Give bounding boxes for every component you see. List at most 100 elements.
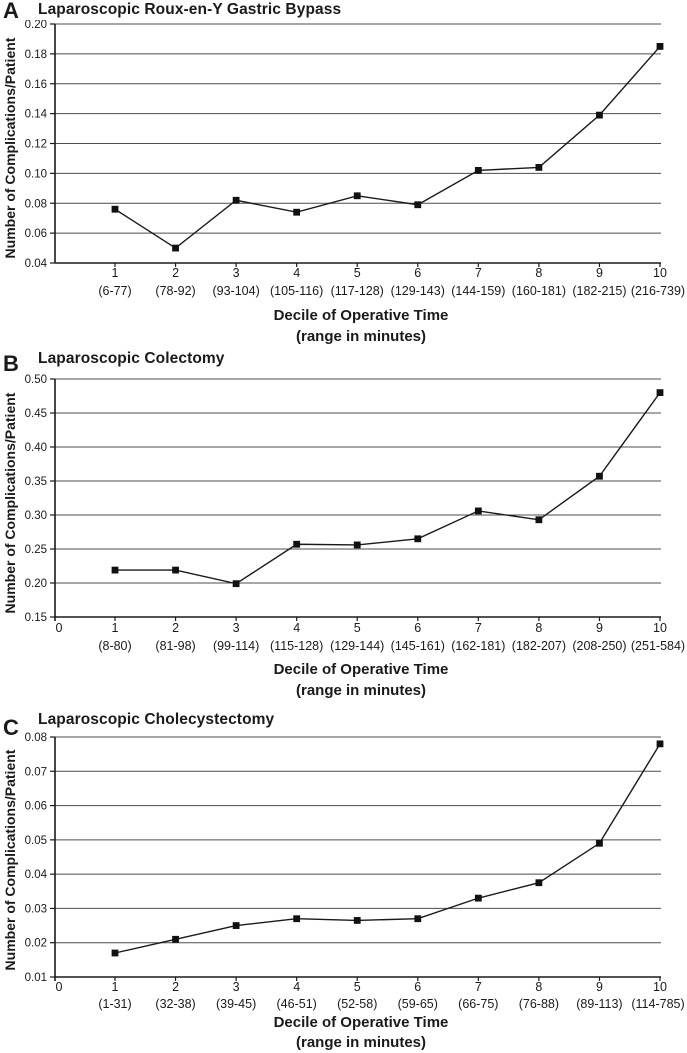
x-origin-label: 0 xyxy=(56,621,63,635)
y-tick-label: 0.08 xyxy=(25,732,47,744)
x-tick-label: 5 xyxy=(354,621,361,635)
x-tick-label: 2 xyxy=(172,980,179,994)
data-point-marker xyxy=(414,535,422,543)
data-point-marker xyxy=(232,580,240,588)
x-tick-label: 8 xyxy=(535,980,542,994)
panel-a: A Laparoscopic Roux-en-Y Gastric Bypass … xyxy=(0,0,687,347)
x-tick-label: 2 xyxy=(172,266,179,280)
x-axis-title-line2: (range in minutes) xyxy=(295,328,426,345)
data-point-marker xyxy=(293,915,301,923)
x-tick-label: 4 xyxy=(293,621,300,635)
x-range-label: (160-181) xyxy=(512,284,566,298)
x-tick-label: 1 xyxy=(112,980,119,994)
data-point-marker xyxy=(353,917,361,924)
data-point-marker xyxy=(353,541,361,549)
data-point-marker xyxy=(111,566,119,574)
data-point-marker xyxy=(232,196,240,204)
x-tick-label: 5 xyxy=(354,980,361,994)
x-axis-title-line1: Decile of Operative Time xyxy=(273,307,449,324)
y-tick-label: 0.35 xyxy=(25,476,47,488)
y-tick-label: 0.01 xyxy=(25,972,47,984)
x-tick-label: 9 xyxy=(596,266,603,280)
panel-letter-b: B xyxy=(3,351,19,376)
y-tick-label: 0.06 xyxy=(25,801,47,813)
x-tick-label: 1 xyxy=(112,266,119,280)
y-tick-label: 0.04 xyxy=(25,869,48,881)
data-point-marker xyxy=(656,389,664,396)
data-point-marker xyxy=(293,540,301,548)
x-range-label: (129-144) xyxy=(330,639,384,653)
x-range-label: (46-51) xyxy=(277,997,317,1011)
x-tick-label: 6 xyxy=(414,621,421,635)
x-axis-title-b: Decile of Operative Time (range in minut… xyxy=(55,659,667,701)
data-point-marker xyxy=(656,740,664,748)
data-point-marker xyxy=(111,949,119,957)
x-range-label: (89-113) xyxy=(576,997,622,1011)
x-range-label: (1-31) xyxy=(98,997,131,1011)
x-axis-title-line1: Decile of Operative Time xyxy=(273,661,449,678)
y-tick-label: 0.06 xyxy=(25,228,47,240)
x-tick-label: 8 xyxy=(535,621,542,635)
x-range-label: (76-88) xyxy=(519,997,559,1011)
y-tick-label: 0.40 xyxy=(25,442,47,454)
data-point-marker xyxy=(474,894,482,902)
chart-title-b: Laparoscopic Colectomy xyxy=(38,350,225,367)
x-tick-label: 10 xyxy=(653,266,667,280)
x-range-label: (251-584) xyxy=(631,639,685,653)
x-range-label: (216-739) xyxy=(631,284,685,298)
data-point-marker xyxy=(474,507,482,515)
x-tick-label: 9 xyxy=(596,621,603,635)
x-range-label: (115-128) xyxy=(270,639,323,653)
x-range-label: (81-98) xyxy=(155,639,195,653)
x-range-label: (208-250) xyxy=(572,639,626,653)
series-line xyxy=(114,743,661,954)
x-tick-label: 7 xyxy=(475,980,482,994)
x-range-label: (66-75) xyxy=(458,997,498,1011)
y-tick-label: 0.50 xyxy=(25,374,47,386)
x-tick-label: 6 xyxy=(414,266,421,280)
data-point-marker xyxy=(656,43,664,50)
panel-b: B Laparoscopic Colectomy Number of Compl… xyxy=(0,347,687,705)
series-line xyxy=(115,392,661,585)
x-range-label: (114-785) xyxy=(631,997,684,1011)
panel-letter-c: C xyxy=(3,715,19,740)
x-axis-title-line2: (range in minutes) xyxy=(295,682,426,699)
x-tick-label: 1 xyxy=(112,621,119,635)
x-range-label: (145-161) xyxy=(391,639,445,653)
x-range-label: (129-143) xyxy=(391,284,445,298)
y-tick-label: 0.02 xyxy=(25,938,47,950)
x-range-label: (6-77) xyxy=(98,284,131,298)
y-tick-label: 0.18 xyxy=(25,49,47,61)
data-point-marker xyxy=(353,192,361,200)
data-point-marker xyxy=(596,839,603,847)
x-range-label: (39-45) xyxy=(216,997,256,1011)
line-chart-a: 0.04 0.06 0.08 0.10 0.12 0.14 0.16 0.18 0.20 1 (6-… xyxy=(25,20,685,298)
data-point-marker xyxy=(232,922,240,929)
series-line xyxy=(114,45,661,249)
x-range-label: (162-181) xyxy=(451,639,505,653)
x-axis-title-line2: (range in minutes) xyxy=(295,1034,426,1051)
x-range-label: (117-128) xyxy=(331,284,384,298)
x-tick-label: 3 xyxy=(233,266,240,280)
panel-c: C Laparoscopic Cholecystectomy Number of… xyxy=(0,705,687,1051)
data-point-marker xyxy=(111,205,119,213)
y-tick-label: 0.07 xyxy=(25,766,47,778)
x-tick-label: 7 xyxy=(475,621,482,635)
y-tick-label: 0.16 xyxy=(25,79,47,91)
y-tick-label: 0.03 xyxy=(25,903,47,915)
x-tick-label: 4 xyxy=(293,980,300,994)
data-point-marker xyxy=(596,472,603,480)
data-point-marker xyxy=(596,111,603,119)
data-point-marker xyxy=(172,935,179,943)
x-tick-label: 3 xyxy=(233,621,240,635)
x-axis-title-a: Decile of Operative Time (range in minut… xyxy=(55,305,667,347)
x-range-label: (78-92) xyxy=(155,284,195,298)
data-point-marker xyxy=(293,208,301,216)
y-tick-label: 0.05 xyxy=(25,835,47,847)
x-tick-label: 10 xyxy=(653,621,667,635)
y-tick-label: 0.20 xyxy=(25,20,47,31)
y-tick-label: 0.20 xyxy=(25,578,47,590)
line-chart-c: 0.01 0.02 0.03 0.04 0.05 0.06 0.07 0.08 1 (1-31) 2… xyxy=(25,732,685,1011)
x-range-label: (144-159) xyxy=(451,284,505,298)
